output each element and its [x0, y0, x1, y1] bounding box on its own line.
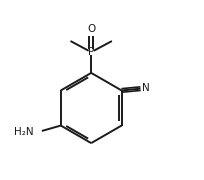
Text: O: O	[87, 24, 95, 34]
Text: H₂N: H₂N	[14, 127, 34, 137]
Text: P: P	[88, 47, 94, 57]
Text: N: N	[142, 83, 150, 93]
